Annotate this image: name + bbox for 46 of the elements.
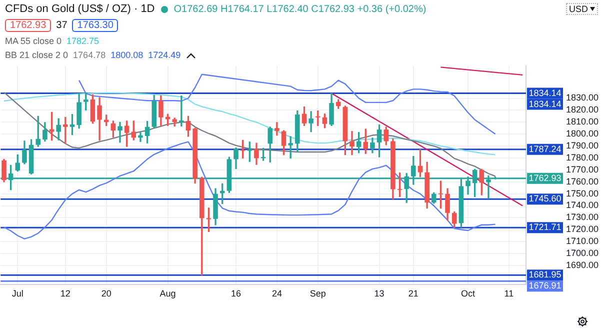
x-tick-label: Oct	[460, 288, 476, 298]
ref-line-label: 1745.60	[528, 194, 562, 204]
y-tick-label: 1810.00	[566, 116, 599, 127]
text: 1763.30	[72, 19, 118, 32]
text: BB 21 close 2 0	[5, 50, 68, 60]
y-tick-label: 1730.00	[566, 212, 599, 222]
y-tick-label: 1800.00	[566, 128, 599, 139]
y-tick-label: 1760.00	[566, 176, 599, 186]
x-tick-label: Aug	[160, 288, 176, 298]
y-tick-label: 1700.00	[566, 248, 599, 258]
text: 1764.78	[73, 50, 106, 60]
y-tick-label: 1750.00	[566, 188, 599, 198]
ref-line-label: 1787.24	[528, 144, 562, 154]
text: MA 55 close 0	[5, 36, 62, 46]
x-tick-label: 13	[374, 288, 384, 298]
y-tick-label: 1770.00	[566, 164, 599, 174]
text: 1782.75	[66, 36, 100, 46]
x-tick-label: 21	[408, 288, 418, 298]
chart-subtitle: O1762.69 H1764.17 L1762.40 C1762.93 +0.36 (+0.02%)	[174, 4, 426, 14]
ref-line-label: 1676.91	[528, 280, 562, 291]
y-tick-label: 1780.00	[566, 152, 599, 162]
ref-line-label: 1721.71	[528, 222, 562, 232]
x-tick-label: 16	[230, 288, 242, 298]
y-tick-label: 1720.00	[566, 224, 599, 234]
y-tick-label: 1740.00	[566, 200, 599, 210]
y-tick-label: 1830.00	[566, 92, 599, 103]
y-tick-label: 1710.00	[566, 236, 599, 246]
y-tick-label: 1820.00	[566, 104, 599, 115]
text: 1834.14	[528, 98, 562, 109]
x-tick-label: 11	[504, 288, 514, 298]
ref-line-label: 1681.95	[528, 270, 562, 280]
text: 1724.49	[148, 50, 181, 60]
chart-title: CFDs on Gold (US$ / OZ) · 1D	[5, 3, 155, 15]
x-tick-label: 24	[272, 288, 282, 298]
x-tick-label: Jul	[12, 288, 24, 298]
text: 1800.08	[110, 50, 144, 60]
text: 1762.93	[5, 19, 52, 32]
text: 37	[56, 20, 68, 31]
y-tick-label: 1690.00	[566, 260, 599, 270]
y-tick-label: 1790.00	[566, 140, 599, 151]
text: USD	[568, 4, 588, 14]
x-tick-label: Sep	[310, 288, 326, 298]
ref-line-label: 1762.93	[528, 172, 562, 183]
x-tick-label: 20	[101, 288, 112, 298]
ref-line-label: 1834.14	[528, 88, 562, 98]
x-tick-label: 12	[60, 288, 70, 298]
